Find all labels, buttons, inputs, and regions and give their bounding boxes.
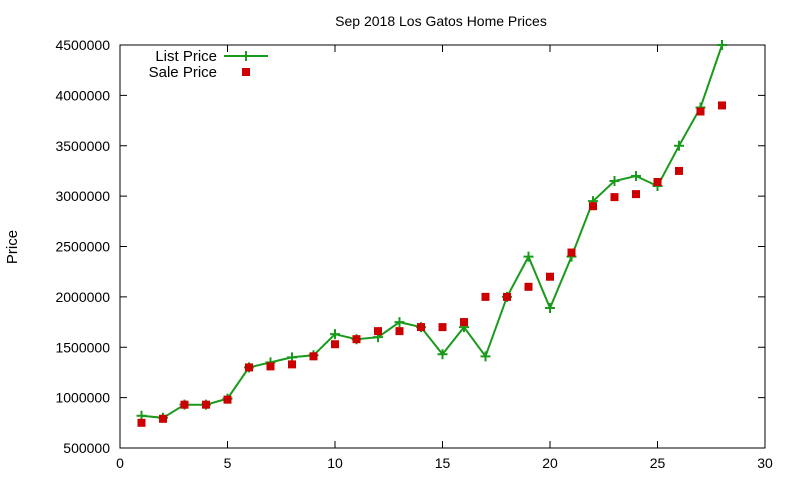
- sale-price-point: [245, 363, 253, 372]
- sale-price-point: [567, 248, 576, 257]
- list-price-point: [631, 170, 641, 181]
- y-tick-label: 1500000: [55, 339, 110, 355]
- sale-price-point: [309, 352, 318, 361]
- y-tick-label: 4000000: [55, 87, 110, 103]
- list-price-point: [674, 140, 684, 151]
- y-tick-label: 500000: [63, 440, 110, 456]
- sale-price-point: [696, 107, 705, 116]
- legend: List Price Sale Price: [149, 48, 268, 81]
- sale-price-point: [159, 414, 167, 423]
- sale-price-point: [417, 323, 425, 332]
- sale-price-point: [718, 101, 726, 110]
- sale-price-point: [675, 166, 683, 175]
- sale-price-point: [610, 193, 619, 202]
- x-tick-label: 25: [650, 455, 666, 471]
- sale-price-point: [288, 360, 296, 369]
- legend-marker-list-price: [241, 51, 251, 61]
- sale-price-point: [546, 272, 554, 281]
- sale-price-point: [503, 292, 511, 301]
- sale-price-point: [202, 400, 210, 409]
- sale-price-point: [460, 318, 468, 327]
- list-price-point: [480, 351, 491, 362]
- y-tick-label: 2000000: [55, 289, 110, 305]
- chart-title: Sep 2018 Los Gatos Home Prices: [335, 13, 547, 29]
- legend-label-sale-price: Sale Price: [149, 64, 217, 81]
- series-layer: [136, 40, 727, 427]
- sale-price-point: [632, 190, 640, 199]
- y-tick-label: 1000000: [55, 390, 110, 406]
- sale-price-point: [137, 418, 146, 427]
- sale-price-point: [438, 323, 447, 332]
- list-price-point: [437, 349, 448, 360]
- plot-frame: [119, 44, 766, 449]
- list-price-point: [523, 251, 534, 262]
- x-tick-label: 20: [542, 455, 558, 471]
- sale-price-point: [481, 292, 490, 301]
- legend-label-list-price: List Price: [155, 48, 217, 65]
- x-tick-label: 5: [224, 455, 232, 471]
- list-price-point: [609, 176, 620, 187]
- x-tick-label: 15: [435, 455, 451, 471]
- y-tick-label: 4500000: [55, 37, 110, 53]
- x-tick-label: 0: [116, 455, 124, 471]
- sale-price-point: [589, 202, 597, 211]
- y-axis-label: Price: [4, 230, 21, 264]
- x-tick-label: 30: [757, 455, 773, 471]
- sale-price-point: [223, 395, 232, 404]
- legend-marker-sale-price: [242, 68, 250, 76]
- list-price-point: [394, 317, 405, 328]
- y-tick-label: 3500000: [55, 138, 110, 154]
- sale-price-point: [653, 178, 662, 187]
- list-price-point: [545, 302, 555, 313]
- x-tick-label: 10: [327, 455, 343, 471]
- sale-price-point: [352, 335, 361, 344]
- y-tick-label: 3000000: [55, 188, 110, 204]
- sale-price-point: [266, 362, 275, 371]
- list-price-point: [330, 329, 340, 340]
- sale-price-point: [180, 400, 189, 409]
- sale-price-point: [374, 327, 382, 336]
- sale-price-point: [524, 282, 533, 291]
- list-price-point: [717, 40, 727, 50]
- sale-price-point: [331, 340, 339, 349]
- y-tick-label: 2500000: [55, 239, 110, 255]
- axis-ticks: 0 5 10 15 20 25 30 500000 1000000 1500000 2000000 2…: [55, 37, 773, 471]
- series-line-list-price: [141, 44, 723, 419]
- sale-price-point: [395, 327, 404, 336]
